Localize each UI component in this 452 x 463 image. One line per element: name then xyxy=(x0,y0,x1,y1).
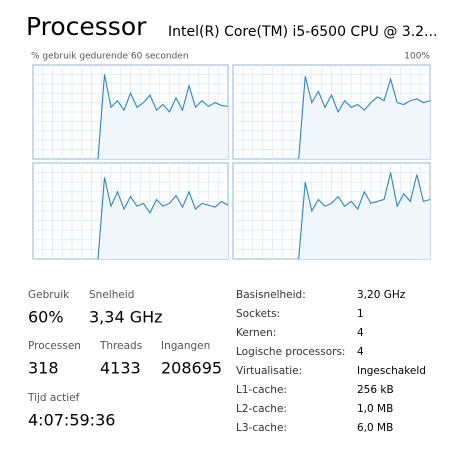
detail-label: L2-cache: xyxy=(236,403,287,415)
detail-value: 1,0 MB xyxy=(357,403,393,415)
detail-label: L1-cache: xyxy=(236,384,287,396)
graph-line xyxy=(97,74,229,160)
graph-line xyxy=(97,177,229,260)
stat-label: Tijd actief xyxy=(27,392,80,404)
detail-label: Basisnelheid: xyxy=(236,289,306,301)
stat-label: Threads xyxy=(99,340,142,352)
detail-label: Logische processors: xyxy=(236,346,345,358)
stat-label: Snelheid xyxy=(89,289,134,301)
stat-value: 208695 xyxy=(161,359,222,378)
detail-value: 4 xyxy=(357,346,364,358)
graph-max: 100% xyxy=(404,52,430,62)
stat-label: Processen xyxy=(28,340,81,352)
stat-value: 4133 xyxy=(100,359,141,378)
graph-fill xyxy=(298,172,430,259)
graph-line xyxy=(298,76,431,160)
detail-value: 4 xyxy=(357,327,364,339)
stat-label: Gebruik xyxy=(28,289,70,301)
detail-value: 1 xyxy=(357,308,364,320)
stat-value: 318 xyxy=(28,359,59,378)
detail-value: 3,20 GHz xyxy=(357,289,406,301)
detail-label: Virtualisatie: xyxy=(236,365,302,377)
graph-fill xyxy=(98,74,228,159)
stat-label: Ingangen xyxy=(161,340,210,352)
detail-value: 256 kB xyxy=(357,384,394,396)
graph-caption: % gebruik gedurende 60 seconden xyxy=(31,52,189,62)
graph-line xyxy=(298,172,431,260)
title: Processor xyxy=(26,12,147,41)
stat-value: 4:07:59:36 xyxy=(28,411,115,430)
stat-value: 3,34 GHz xyxy=(89,308,163,327)
graph-fill xyxy=(298,76,430,159)
detail-value: Ingeschakeld xyxy=(357,365,426,377)
graph-fill xyxy=(98,177,228,259)
detail-label: L3-cache: xyxy=(236,422,287,434)
detail-value: 6,0 MB xyxy=(357,422,393,434)
detail-label: Kernen: xyxy=(236,327,276,339)
cpu-name: Intel(R) Core(TM) i5-6500 CPU @ 3.2... xyxy=(168,24,437,40)
detail-label: Sockets: xyxy=(236,308,280,320)
stat-value: 60% xyxy=(28,308,64,327)
